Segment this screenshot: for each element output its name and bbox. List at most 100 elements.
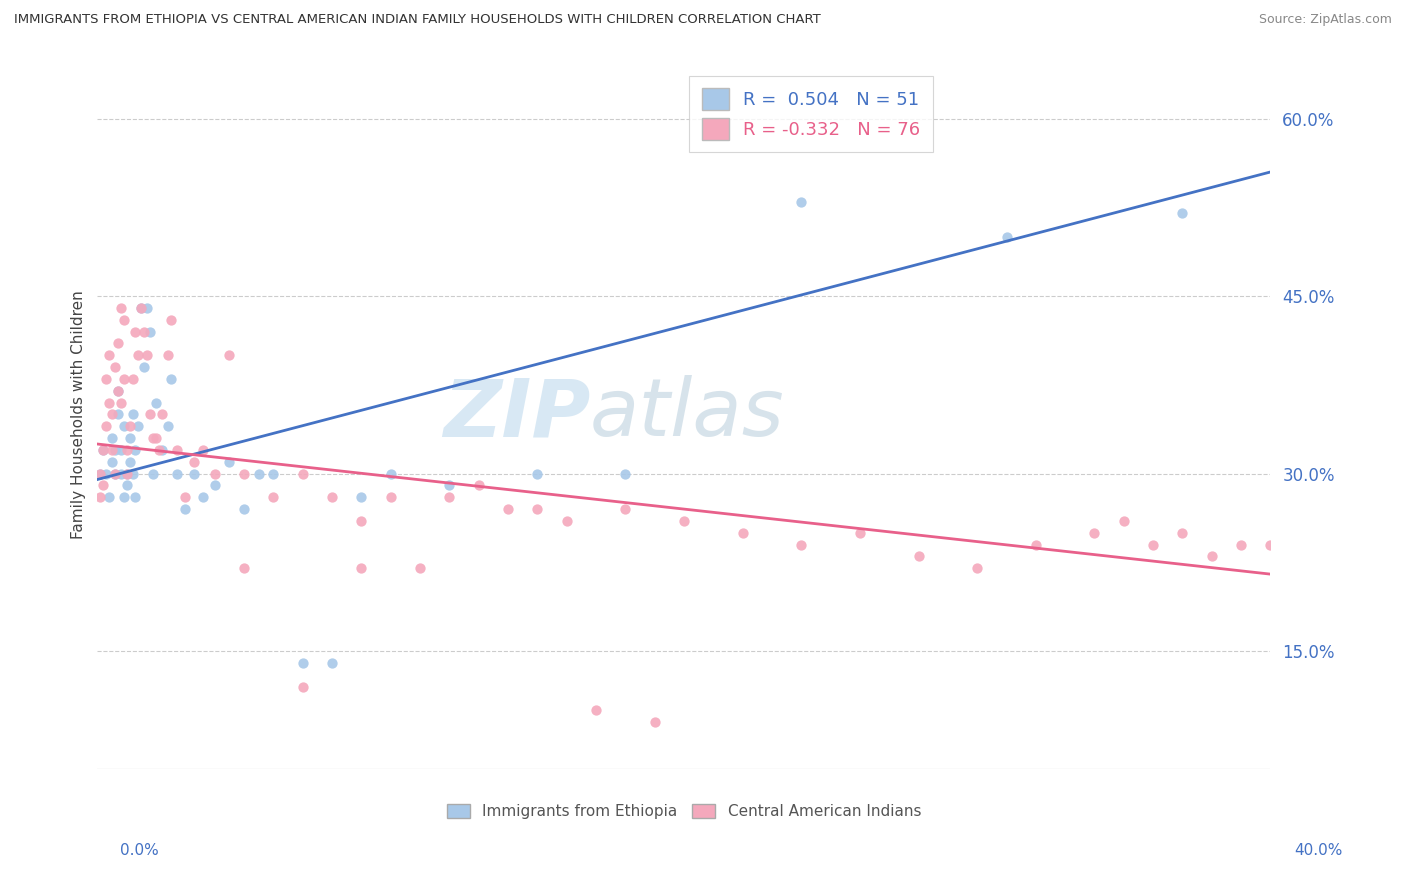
Point	[148, 442, 170, 457]
Point	[115, 478, 138, 492]
Point	[89, 467, 111, 481]
Point	[150, 442, 173, 457]
Point	[350, 514, 373, 528]
Point	[115, 467, 138, 481]
Y-axis label: Family Households with Children: Family Households with Children	[72, 290, 86, 539]
Point	[262, 490, 284, 504]
Point	[127, 419, 149, 434]
Point	[380, 490, 402, 504]
Point	[110, 467, 132, 481]
Point	[218, 348, 240, 362]
Point	[139, 408, 162, 422]
Point	[127, 348, 149, 362]
Point	[204, 467, 226, 481]
Point	[191, 442, 214, 457]
Point	[1201, 549, 1223, 564]
Point	[150, 408, 173, 422]
Point	[1112, 514, 1135, 528]
Point	[1142, 537, 1164, 551]
Point	[191, 490, 214, 504]
Point	[1376, 537, 1399, 551]
Point	[321, 490, 343, 504]
Point	[204, 478, 226, 492]
Point	[118, 431, 141, 445]
Point	[467, 478, 489, 492]
Point	[91, 442, 114, 457]
Point	[526, 502, 548, 516]
Point	[89, 490, 111, 504]
Point	[121, 408, 143, 422]
Point	[142, 431, 165, 445]
Point	[1025, 537, 1047, 551]
Point	[966, 561, 988, 575]
Point	[183, 455, 205, 469]
Point	[156, 419, 179, 434]
Legend: Immigrants from Ethiopia, Central American Indians: Immigrants from Ethiopia, Central Americ…	[440, 798, 927, 825]
Text: IMMIGRANTS FROM ETHIOPIA VS CENTRAL AMERICAN INDIAN FAMILY HOUSEHOLDS WITH CHILD: IMMIGRANTS FROM ETHIOPIA VS CENTRAL AMER…	[14, 13, 821, 27]
Point	[101, 431, 124, 445]
Point	[159, 372, 181, 386]
Point	[262, 467, 284, 481]
Point	[526, 467, 548, 481]
Point	[585, 703, 607, 717]
Point	[291, 467, 314, 481]
Point	[233, 561, 256, 575]
Point	[101, 442, 124, 457]
Text: atlas: atlas	[591, 376, 785, 453]
Point	[233, 502, 256, 516]
Point	[849, 525, 872, 540]
Point	[731, 525, 754, 540]
Point	[89, 467, 111, 481]
Point	[98, 348, 121, 362]
Point	[104, 467, 127, 481]
Text: 0.0%: 0.0%	[120, 843, 159, 858]
Point	[1230, 537, 1253, 551]
Point	[107, 336, 129, 351]
Point	[139, 325, 162, 339]
Point	[672, 514, 695, 528]
Point	[156, 348, 179, 362]
Point	[995, 230, 1018, 244]
Point	[142, 467, 165, 481]
Point	[174, 490, 197, 504]
Point	[350, 490, 373, 504]
Point	[247, 467, 270, 481]
Point	[1171, 525, 1194, 540]
Point	[790, 537, 813, 551]
Point	[112, 372, 135, 386]
Point	[145, 395, 167, 409]
Point	[91, 442, 114, 457]
Point	[790, 194, 813, 209]
Text: Source: ZipAtlas.com: Source: ZipAtlas.com	[1258, 13, 1392, 27]
Point	[110, 301, 132, 315]
Point	[112, 419, 135, 434]
Point	[291, 656, 314, 670]
Point	[94, 467, 117, 481]
Point	[321, 656, 343, 670]
Text: ZIP: ZIP	[443, 376, 591, 453]
Point	[136, 301, 159, 315]
Point	[124, 442, 146, 457]
Point	[134, 325, 156, 339]
Point	[115, 442, 138, 457]
Point	[98, 395, 121, 409]
Point	[112, 313, 135, 327]
Point	[907, 549, 929, 564]
Point	[183, 467, 205, 481]
Point	[101, 408, 124, 422]
Point	[110, 395, 132, 409]
Point	[439, 490, 461, 504]
Point	[104, 467, 127, 481]
Point	[131, 301, 153, 315]
Point	[555, 514, 578, 528]
Point	[107, 384, 129, 398]
Point	[409, 561, 432, 575]
Point	[134, 360, 156, 375]
Point	[118, 419, 141, 434]
Point	[101, 455, 124, 469]
Point	[94, 419, 117, 434]
Point	[1288, 514, 1310, 528]
Point	[496, 502, 519, 516]
Point	[121, 467, 143, 481]
Point	[350, 561, 373, 575]
